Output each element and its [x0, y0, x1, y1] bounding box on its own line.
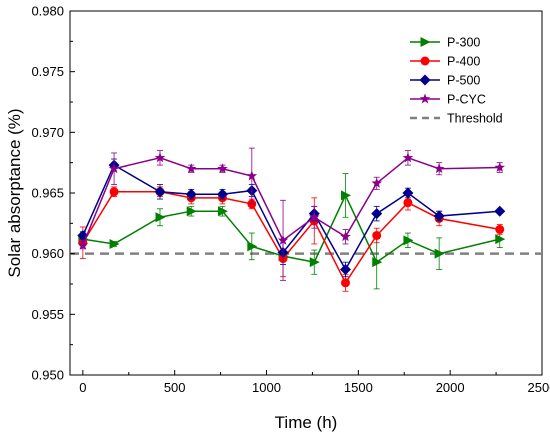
series-p-300	[78, 173, 506, 290]
data-point-p-cyc	[371, 177, 382, 188]
x-tick-label: 500	[164, 380, 186, 395]
data-point-p-300	[109, 238, 120, 249]
data-point-p-cyc	[309, 211, 320, 222]
data-point-p-cyc	[340, 231, 351, 242]
data-point-p-500	[216, 188, 228, 200]
y-tick-label: 0.965	[31, 186, 64, 201]
data-point-p-cyc	[217, 163, 228, 174]
y-axis-title: Solar absorptance (%)	[5, 108, 24, 277]
y-tick-label: 0.950	[31, 368, 64, 383]
legend-label-p-300: P-300	[447, 36, 480, 50]
data-point-p-cyc	[154, 152, 166, 163]
data-point-p-500	[433, 210, 445, 222]
x-tick-label: 0	[79, 380, 86, 395]
data-point-p-300	[186, 206, 197, 217]
legend-label-threshold: Threshold	[447, 112, 503, 126]
data-point-p-cyc	[185, 163, 197, 174]
legend-marker-p-400	[420, 56, 430, 66]
data-point-p-400	[372, 230, 382, 240]
data-point-p-cyc	[402, 152, 414, 163]
legend: P-300 P-400 P-500 P-CYC Threshold	[410, 36, 503, 126]
data-point-p-300	[403, 235, 414, 246]
data-point-p-400	[109, 187, 119, 197]
series-layer	[77, 147, 506, 292]
data-point-p-300	[434, 248, 445, 259]
data-point-p-300	[309, 257, 320, 268]
data-point-p-400	[340, 278, 350, 288]
data-point-p-400	[495, 224, 505, 234]
legend-marker-p-300	[420, 37, 431, 47]
data-point-p-cyc	[77, 239, 89, 250]
data-point-p-500	[185, 188, 197, 200]
legend-marker-p-cyc	[419, 93, 431, 104]
legend-label-p-500: P-500	[447, 74, 480, 88]
data-point-p-cyc	[277, 234, 289, 245]
series-p-cyc	[77, 147, 505, 281]
series-p-500	[77, 158, 506, 278]
data-point-p-300	[372, 257, 383, 268]
series-p-400	[78, 186, 505, 292]
x-tick-label: 1000	[252, 380, 281, 395]
data-point-p-500	[402, 187, 414, 199]
data-point-p-300	[340, 190, 351, 201]
y-tick-label: 0.960	[31, 246, 64, 261]
data-point-p-cyc	[433, 163, 445, 174]
data-point-p-500	[154, 186, 166, 198]
data-point-p-400	[403, 198, 413, 208]
x-tick-label: 1500	[344, 380, 373, 395]
data-point-p-cyc	[494, 162, 505, 172]
data-point-p-300	[247, 241, 258, 252]
y-tick-label: 0.970	[31, 125, 64, 140]
data-point-p-500	[371, 208, 383, 220]
legend-marker-p-500	[419, 74, 431, 86]
data-point-p-300	[217, 206, 228, 217]
y-tick-label: 0.975	[31, 64, 64, 79]
data-point-p-300	[495, 234, 506, 245]
data-point-p-500	[494, 205, 506, 217]
y-tick-label: 0.955	[31, 307, 64, 322]
data-point-p-500	[339, 263, 351, 275]
data-point-p-cyc	[108, 163, 120, 174]
legend-label-p-400: P-400	[447, 55, 480, 69]
legend-label-p-cyc: P-CYC	[447, 93, 486, 107]
data-point-p-cyc	[246, 170, 258, 181]
y-tick-label: 0.980	[31, 4, 64, 19]
x-tick-label: 2000	[436, 380, 465, 395]
data-point-p-300	[155, 212, 166, 223]
x-axis-title: Time (h)	[275, 413, 338, 432]
